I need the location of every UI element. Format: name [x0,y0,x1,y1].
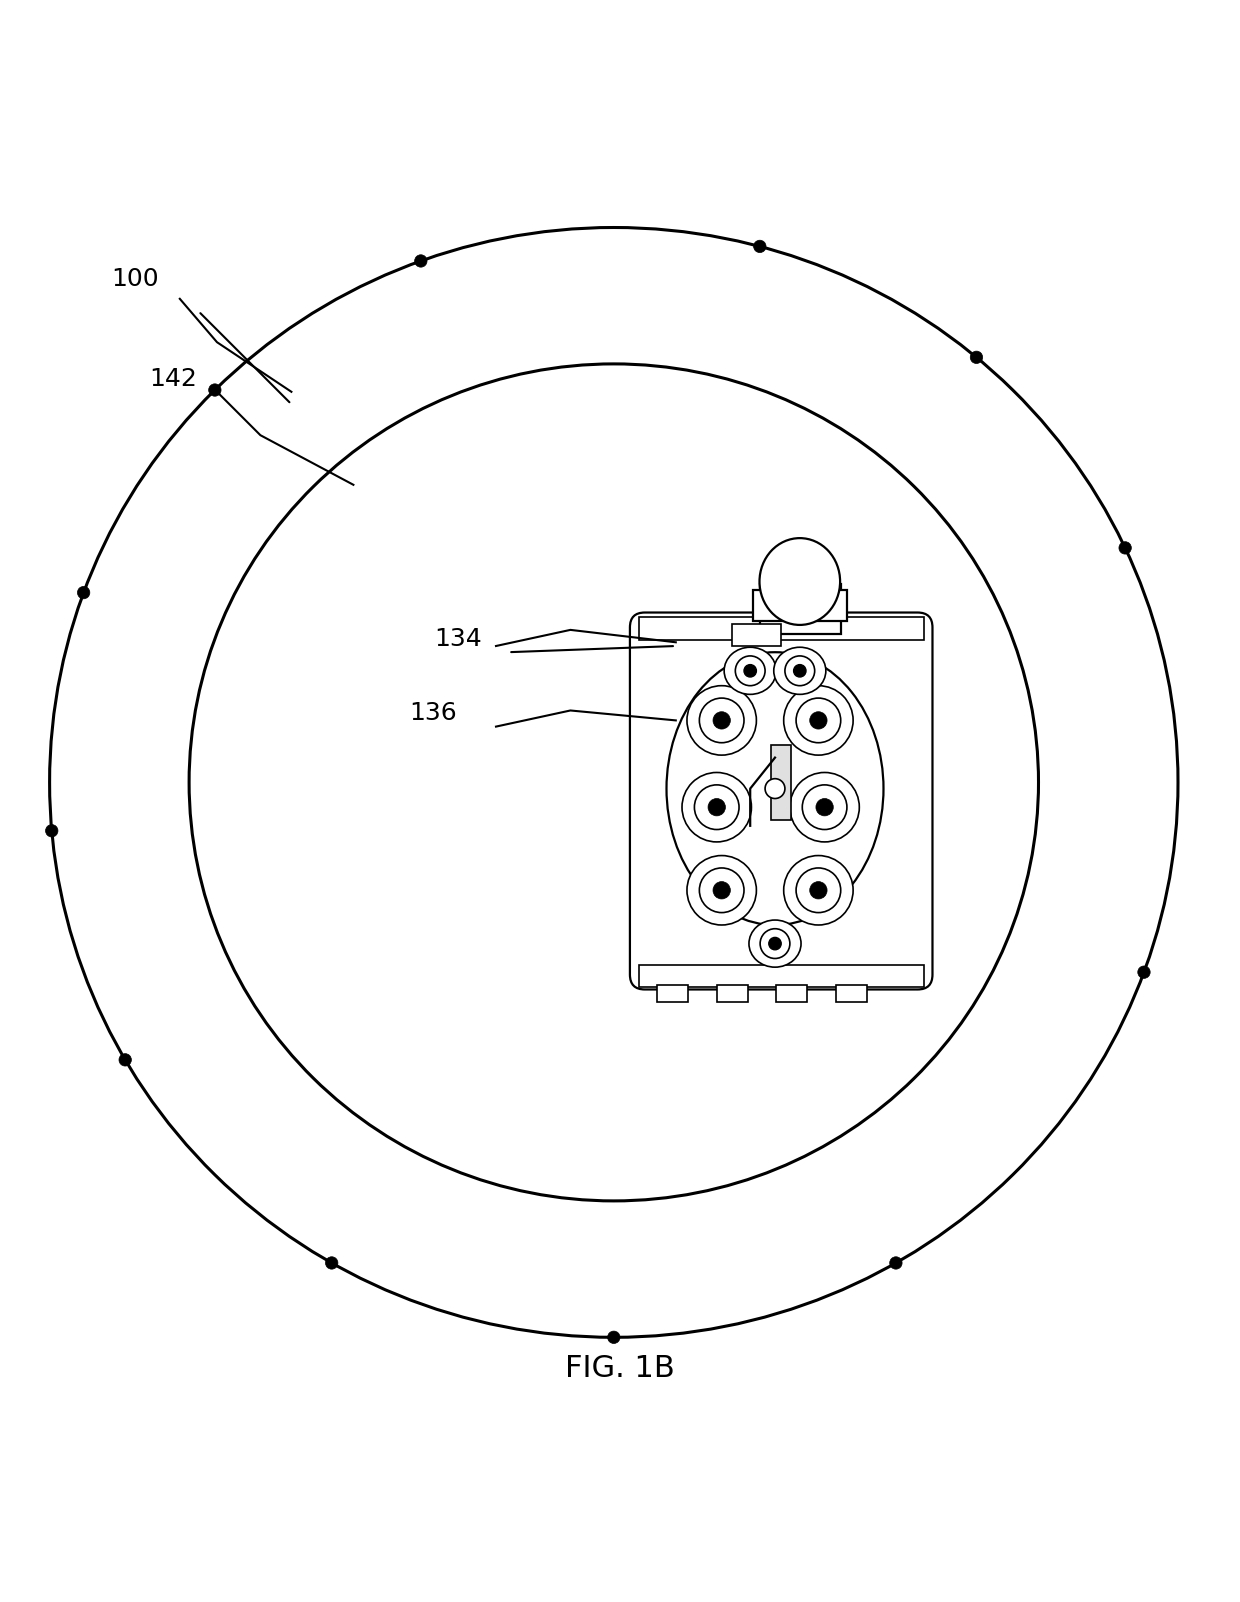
Circle shape [1118,541,1131,554]
Text: 100: 100 [112,268,159,292]
Ellipse shape [724,647,776,694]
Circle shape [765,779,785,798]
Bar [753,590,847,622]
Bar [639,617,924,639]
Ellipse shape [667,652,883,924]
Circle shape [790,772,859,843]
Circle shape [682,772,751,843]
Circle shape [119,1054,131,1065]
Circle shape [687,686,756,755]
Bar [717,985,748,1001]
Circle shape [46,825,58,836]
Circle shape [1138,966,1151,979]
Circle shape [754,240,766,253]
Circle shape [794,665,806,678]
Circle shape [208,384,221,396]
Bar [836,985,867,1001]
Ellipse shape [749,920,801,968]
Circle shape [816,798,833,815]
Circle shape [687,855,756,924]
Circle shape [890,1256,903,1269]
Circle shape [414,255,427,268]
Bar [732,623,781,646]
Circle shape [713,711,730,729]
Circle shape [325,1256,337,1269]
Circle shape [708,798,725,815]
Circle shape [810,881,827,899]
Circle shape [784,686,853,755]
Circle shape [744,665,756,678]
Text: 134: 134 [434,626,482,650]
Ellipse shape [759,538,841,625]
Circle shape [77,586,89,599]
Bar [771,745,791,820]
Circle shape [769,937,781,950]
Circle shape [810,711,827,729]
Circle shape [608,1331,620,1344]
Ellipse shape [774,647,826,694]
Text: FIG. 1B: FIG. 1B [565,1354,675,1384]
Text: 142: 142 [149,367,197,391]
Circle shape [713,881,730,899]
Bar [760,585,841,634]
Circle shape [784,855,853,924]
Bar [639,964,924,987]
Bar [776,985,807,1001]
Bar [657,985,688,1001]
Text: 136: 136 [409,702,458,726]
Circle shape [970,351,982,364]
